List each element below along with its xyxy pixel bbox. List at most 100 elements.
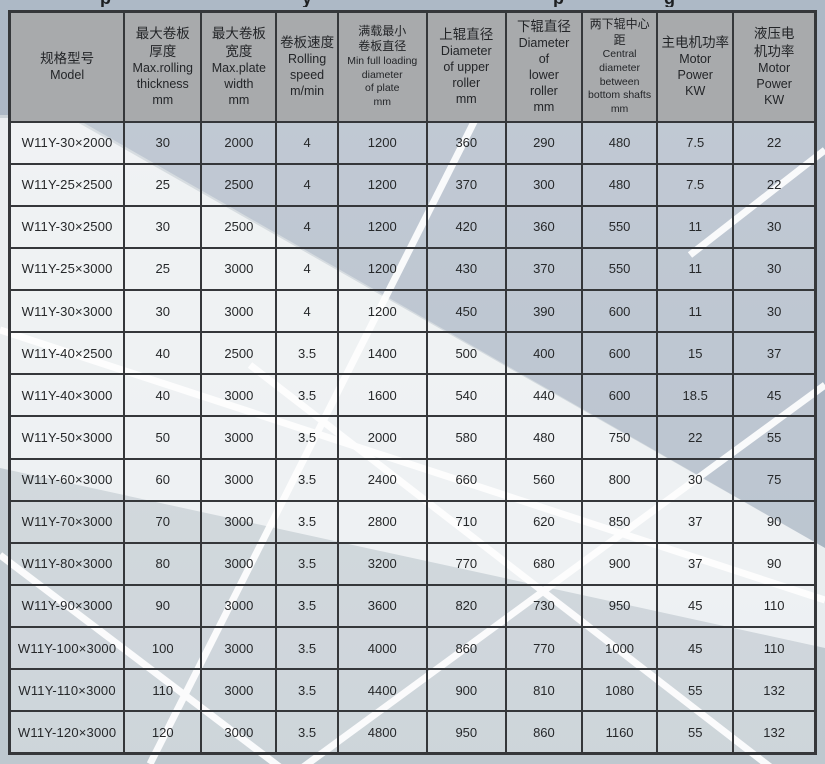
spec-cell-lower-roller: 390 (504, 288, 584, 334)
col-header-rolling-speed: 卷板速度 Rolling speed m/min (275, 10, 339, 123)
spec-row: W11Y-30×2500 30 2500 4 1200 420 360 550 11 30 (8, 204, 817, 249)
col-header-line: lower (529, 68, 559, 83)
col-header-line: KW (764, 93, 785, 108)
spec-cell-max-width: 3000 (200, 625, 278, 671)
col-header-line: 下辊直径 (516, 19, 571, 35)
spec-cell-main-motor-power: 45 (656, 625, 735, 671)
spec-cell-hydraulic-motor-power: 30 (732, 246, 817, 292)
col-header-line: speed (290, 68, 325, 83)
clipped-text-fragment: p (553, 0, 575, 7)
spec-cell-min-diameter: 1200 (336, 288, 428, 334)
spec-cell-main-motor-power: 22 (656, 415, 735, 460)
spec-cell-center-distance: 600 (581, 288, 659, 334)
col-header-line: mm (533, 100, 555, 115)
spec-cell-max-width: 3000 (200, 499, 278, 544)
spec-cell-rolling-speed: 3.5 (275, 668, 339, 713)
spec-cell-upper-roller: 860 (425, 625, 507, 671)
spec-cell-min-diameter: 4400 (336, 668, 428, 713)
spec-cell-max-width: 3000 (200, 668, 278, 713)
spec-cell-upper-roller: 820 (425, 583, 507, 629)
col-header-line: 卷板直径 (358, 39, 407, 54)
spec-cell-upper-roller: 950 (425, 710, 507, 755)
col-header-line: 最大卷板 (135, 26, 190, 42)
spec-cell-upper-roller: 430 (425, 246, 507, 292)
spec-row: W11Y-30×3000 30 3000 4 1200 450 390 600 11 30 (8, 288, 817, 334)
col-header-main-motor-power: 主电机功率 Motor Power KW (656, 10, 735, 123)
col-header-line: m/min (290, 84, 325, 99)
col-header-line: KW (685, 84, 706, 99)
spec-cell-center-distance: 1000 (581, 625, 659, 671)
col-header-line: Motor (758, 61, 791, 76)
spec-cell-rolling-speed: 4 (275, 246, 339, 292)
spec-cell-main-motor-power: 11 (656, 288, 735, 334)
col-header-line: 上辊直径 (439, 27, 494, 43)
spec-cell-max-thickness: 40 (123, 331, 203, 376)
col-header-line: width (224, 77, 254, 92)
spec-cell-model: W11Y-25×3000 (8, 246, 126, 292)
header-row: 规格型号 Model 最大卷板 厚度 Max.rolling thickness mm 最大卷… (8, 10, 817, 123)
spec-cell-model: W11Y-100×3000 (8, 625, 126, 671)
spec-cell-center-distance: 900 (581, 541, 659, 586)
spec-cell-hydraulic-motor-power: 22 (732, 162, 817, 207)
col-header-upper-roller: 上辊直径 Diameter of upper roller mm (425, 10, 507, 123)
col-header-line: Diameter (440, 44, 492, 59)
spec-table-header: 规格型号 Model 最大卷板 厚度 Max.rolling thickness mm 最大卷… (8, 10, 817, 123)
spec-cell-center-distance: 480 (581, 120, 659, 165)
col-header-lower-roller: 下辊直径 Diameter of lower roller mm (504, 10, 584, 123)
spec-row: W11Y-40×2500 40 2500 3.5 1400 500 400 600 15 37 (8, 331, 817, 376)
spec-row: W11Y-30×2000 30 2000 4 1200 360 290 480 7.5 22 (8, 120, 817, 165)
spec-row: W11Y-70×3000 70 3000 3.5 2800 710 620 850 37 90 (8, 499, 817, 544)
spec-cell-max-thickness: 30 (123, 120, 203, 165)
col-header-line: 最大卷板 (211, 26, 266, 42)
spec-cell-min-diameter: 1200 (336, 204, 428, 249)
col-header-line: 宽度 (225, 43, 253, 59)
col-header-center-distance: 两下辊中心距 Central diameter between bottom shaft… (581, 10, 659, 123)
spec-cell-lower-roller: 360 (504, 204, 584, 249)
col-header-line: Min full loading (347, 55, 418, 68)
spec-cell-model: W11Y-40×3000 (8, 373, 126, 418)
spec-cell-max-thickness: 100 (123, 625, 203, 671)
spec-cell-upper-roller: 660 (425, 457, 507, 502)
col-header-max-thickness: 最大卷板 厚度 Max.rolling thickness mm (123, 10, 203, 123)
spec-cell-max-thickness: 70 (123, 499, 203, 544)
spec-cell-lower-roller: 810 (504, 668, 584, 713)
spec-cell-model: W11Y-40×2500 (8, 331, 126, 376)
spec-cell-main-motor-power: 11 (656, 246, 735, 292)
spec-cell-main-motor-power: 37 (656, 499, 735, 544)
col-header-hydraulic-motor-power: 液压电 机功率 Motor Power KW (732, 10, 817, 123)
spec-row: W11Y-60×3000 60 3000 3.5 2400 660 560 800 30 75 (8, 457, 817, 502)
spec-cell-main-motor-power: 18.5 (656, 373, 735, 418)
spec-cell-rolling-speed: 3.5 (275, 457, 339, 502)
spec-cell-center-distance: 480 (581, 162, 659, 207)
spec-cell-min-diameter: 2800 (336, 499, 428, 544)
spec-cell-hydraulic-motor-power: 132 (732, 710, 817, 755)
spec-cell-model: W11Y-30×2500 (8, 204, 126, 249)
spec-cell-hydraulic-motor-power: 110 (732, 625, 817, 671)
spec-cell-hydraulic-motor-power: 30 (732, 288, 817, 334)
spec-cell-max-width: 3000 (200, 415, 278, 460)
spec-cell-hydraulic-motor-power: 37 (732, 331, 817, 376)
spec-cell-max-width: 2500 (200, 331, 278, 376)
spec-cell-center-distance: 850 (581, 499, 659, 544)
col-header-line: roller (530, 84, 558, 99)
spec-cell-lower-roller: 730 (504, 583, 584, 629)
col-header-line: mm (610, 102, 629, 115)
col-header-line: between (599, 75, 640, 88)
spec-cell-model: W11Y-30×2000 (8, 120, 126, 165)
col-header-line: Central (602, 48, 637, 61)
spec-row: W11Y-90×3000 90 3000 3.5 3600 820 730 950 45 110 (8, 583, 817, 629)
spec-row: W11Y-25×3000 25 3000 4 1200 430 370 550 11 30 (8, 246, 817, 292)
spec-cell-upper-roller: 370 (425, 162, 507, 207)
spec-cell-rolling-speed: 3.5 (275, 373, 339, 418)
spec-cell-min-diameter: 2000 (336, 415, 428, 460)
spec-cell-model: W11Y-110×3000 (8, 668, 126, 713)
spec-cell-main-motor-power: 55 (656, 668, 735, 713)
spec-cell-center-distance: 950 (581, 583, 659, 629)
spec-cell-hydraulic-motor-power: 30 (732, 204, 817, 249)
spec-cell-max-width: 3000 (200, 246, 278, 292)
spec-cell-max-thickness: 110 (123, 668, 203, 713)
spec-cell-min-diameter: 3200 (336, 541, 428, 586)
spec-cell-rolling-speed: 3.5 (275, 331, 339, 376)
spec-cell-model: W11Y-90×3000 (8, 583, 126, 629)
col-header-line: thickness (136, 77, 189, 92)
